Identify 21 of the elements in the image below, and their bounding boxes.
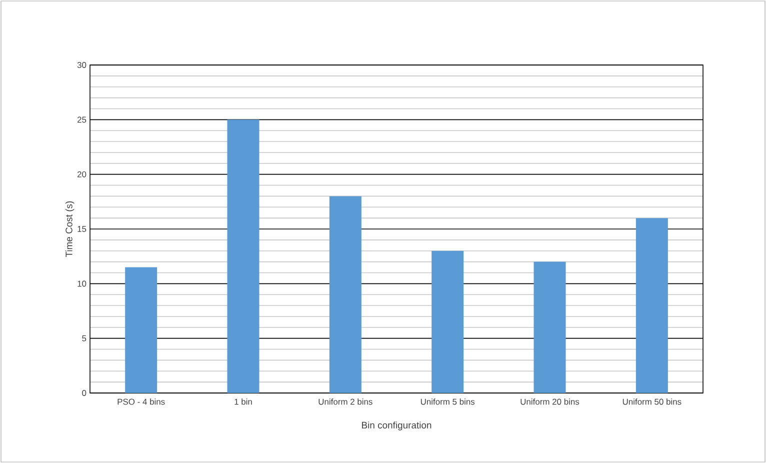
y-tick-label: 5 bbox=[82, 335, 86, 342]
x-tick-label: Uniform 2 bins bbox=[318, 398, 372, 405]
y-tick-label: 20 bbox=[77, 171, 86, 178]
y-tick-label: 30 bbox=[77, 62, 86, 68]
x-tick-label: Uniform 5 bins bbox=[420, 398, 475, 405]
y-tick-label: 15 bbox=[78, 226, 86, 232]
x-axis-title: Bin configuration bbox=[362, 422, 432, 430]
x-tick-label: Uniform 50 bins bbox=[622, 398, 682, 405]
x-tick-label: 1 bin bbox=[234, 398, 252, 405]
x-tick-label: Uniform 20 bins bbox=[520, 398, 580, 405]
bar bbox=[227, 120, 260, 393]
x-tick-label: PSO - 4 bins bbox=[118, 398, 165, 405]
bar bbox=[329, 196, 362, 393]
y-tick-label: 25 bbox=[77, 116, 86, 123]
bar bbox=[534, 262, 566, 393]
y-tick-label: 10 bbox=[78, 280, 86, 287]
y-tick-label: 0 bbox=[82, 390, 86, 396]
bar bbox=[636, 218, 668, 393]
y-axis-title: Time Cost (s) bbox=[65, 201, 74, 257]
bar bbox=[125, 267, 158, 393]
bar bbox=[432, 250, 464, 393]
